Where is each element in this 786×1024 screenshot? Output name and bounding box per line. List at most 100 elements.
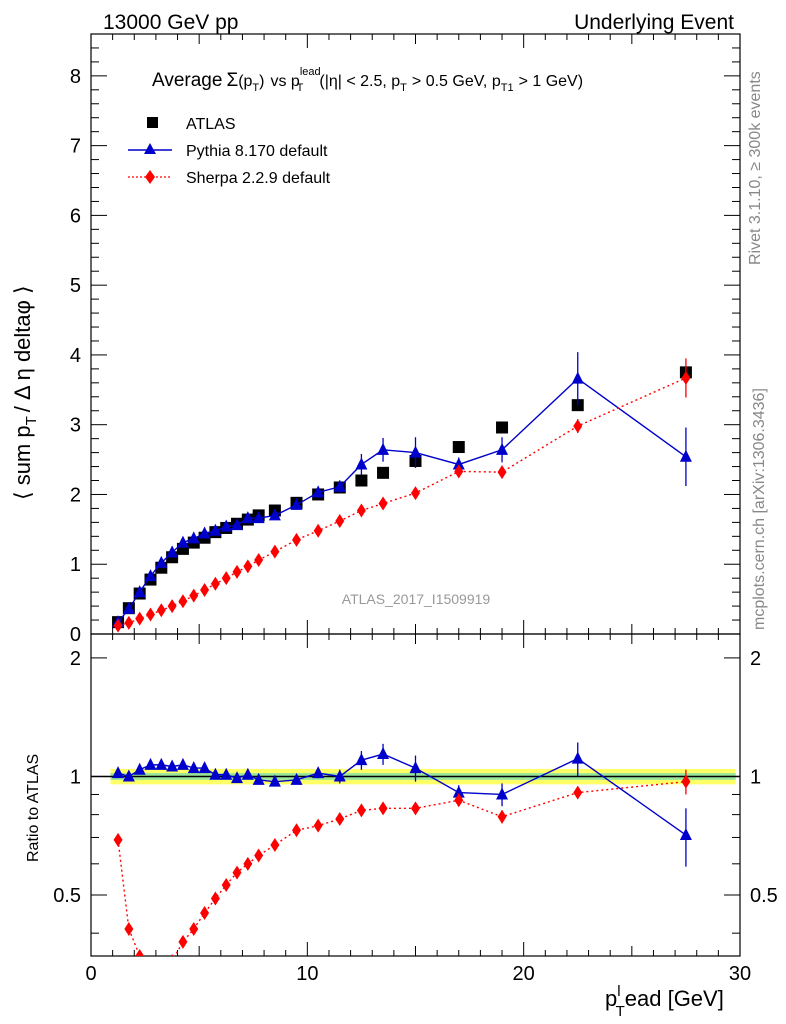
header-right: Underlying Event (574, 11, 734, 34)
ratio-y-tick-label-right: 2 (750, 648, 761, 670)
pythia-ratio-point (290, 772, 303, 785)
ratio-y-tick-label-right: 0.5 (750, 885, 778, 907)
pythia-point (198, 526, 211, 539)
sherpa-point (124, 615, 134, 630)
ratio-y-tick-label: 1 (70, 766, 81, 788)
sherpa-ratio-point (178, 934, 188, 949)
y-tick-label: 7 (70, 136, 81, 158)
pythia-point (312, 485, 325, 498)
ratio-frame-box (90, 633, 741, 957)
pythia-point (133, 585, 146, 598)
legend: ATLAS Pythia 8.170 default Sherpa 2.2.9 … (128, 116, 331, 187)
y-tick-label: 4 (70, 345, 81, 367)
x-axis-label: pl Tead [GeV] (605, 983, 724, 1020)
sherpa-point (411, 486, 420, 501)
y-tick-label: 2 (70, 484, 81, 506)
legend-pythia-marker (144, 143, 156, 154)
sherpa-point (221, 571, 231, 586)
sherpa-ratio-point (210, 891, 220, 906)
ratio-y-tick-label: 0.5 (53, 885, 81, 907)
pythia-ratio-point (198, 761, 211, 774)
sherpa-ratio-point (270, 837, 280, 852)
sherpa-ratio-point (124, 921, 134, 936)
atlas-point (377, 466, 390, 479)
main-series-group (112, 352, 692, 633)
legend-pythia-label: Pythia 8.170 default (186, 143, 328, 160)
legend-atlas-marker (147, 117, 158, 128)
sherpa-point (200, 583, 210, 598)
sherpa-point (313, 523, 323, 538)
sherpa-point (113, 618, 123, 633)
ratio-panel: 0 10 20 30 0.5 0.5 1 1 2 2 (53, 633, 778, 985)
pythia-ratio-point (496, 787, 509, 800)
sherpa-ratio-point (113, 832, 123, 847)
pythia-point (187, 531, 200, 544)
y-tick-label: 0 (70, 624, 81, 646)
sherpa-ratio-point (313, 818, 323, 833)
pythia-point (155, 555, 168, 568)
sherpa-point (292, 532, 302, 547)
sherpa-ratio-point (292, 823, 302, 838)
analysis-watermark: ATLAS_2017_I1509919 (342, 591, 491, 607)
ratio-y-tick-label: 2 (70, 648, 81, 670)
pythia-ratio-point (452, 785, 465, 798)
legend-sherpa-label: Sherpa 2.2.9 default (186, 170, 331, 187)
sherpa-ratio-point (200, 906, 210, 921)
x-tick-label: 20 (513, 963, 535, 985)
sherpa-ratio-point (170, 953, 174, 956)
ratio-y-tick-label-right: 1 (750, 766, 761, 788)
pythia-ratio-point (571, 751, 584, 764)
pythia-ratio-point (679, 828, 692, 841)
pythia-ratio-point (112, 766, 125, 779)
pythia-ratio-point (252, 772, 265, 785)
plot-title: Average Σ(pT) vs plead T (|η| < 2.5, pT > 0.5… (152, 66, 583, 94)
pythia-ratio-point (176, 757, 189, 770)
pythia-point (241, 511, 254, 524)
pythia-point (252, 511, 265, 524)
pythia-point (571, 371, 584, 384)
sherpa-point (497, 465, 507, 480)
sherpa-ratio-point (335, 811, 345, 826)
sherpa-ratio-point (221, 878, 231, 893)
x-tick-label: 0 (85, 963, 96, 985)
sherpa-point (232, 564, 242, 579)
sherpa-ratio-line (117, 780, 686, 956)
sherpa-point (243, 559, 253, 574)
pythia-point (268, 508, 281, 521)
sherpa-ratio-point (243, 856, 253, 871)
sherpa-ratio-point (189, 921, 199, 936)
pythia-ratio-point (122, 769, 135, 782)
sherpa-point (335, 513, 345, 528)
sherpa-point (356, 503, 366, 518)
sherpa-point (178, 594, 188, 609)
pythia-ratio-point (312, 766, 325, 779)
sherpa-point (378, 496, 388, 511)
atlas-point (452, 441, 465, 454)
y-tick-label: 5 (70, 275, 81, 297)
sherpa-ratio-point (232, 865, 242, 880)
sherpa-point (454, 464, 464, 479)
ratio-series-group (112, 742, 692, 956)
sherpa-point (254, 553, 264, 568)
pythia-point (290, 497, 303, 510)
pythia-point (452, 457, 465, 470)
pythia-point (122, 601, 135, 614)
pythia-ratio-point (409, 761, 422, 774)
pythia-ratio-point (209, 767, 222, 780)
y-tick-label: 1 (70, 554, 81, 576)
sherpa-ratio-point (135, 949, 145, 956)
sherpa-ratio-point (356, 803, 366, 818)
sherpa-ratio-point (573, 785, 583, 800)
x-tick-label: 30 (729, 963, 751, 985)
x-tick-label: 10 (296, 963, 318, 985)
pythia-ratio-point (355, 753, 368, 766)
sherpa-ratio-point (378, 801, 388, 816)
pythia-ratio-point (241, 767, 254, 780)
legend-sherpa-marker (145, 170, 155, 184)
y-axis-label-main: ⟨ sum pT/ Δ η deltaφ ⟩ (10, 285, 40, 500)
atlas-point (355, 474, 368, 487)
pythia-ratio-point (155, 757, 168, 770)
y-tick-label: 6 (70, 205, 81, 227)
pythia-ratio-point (220, 767, 233, 780)
